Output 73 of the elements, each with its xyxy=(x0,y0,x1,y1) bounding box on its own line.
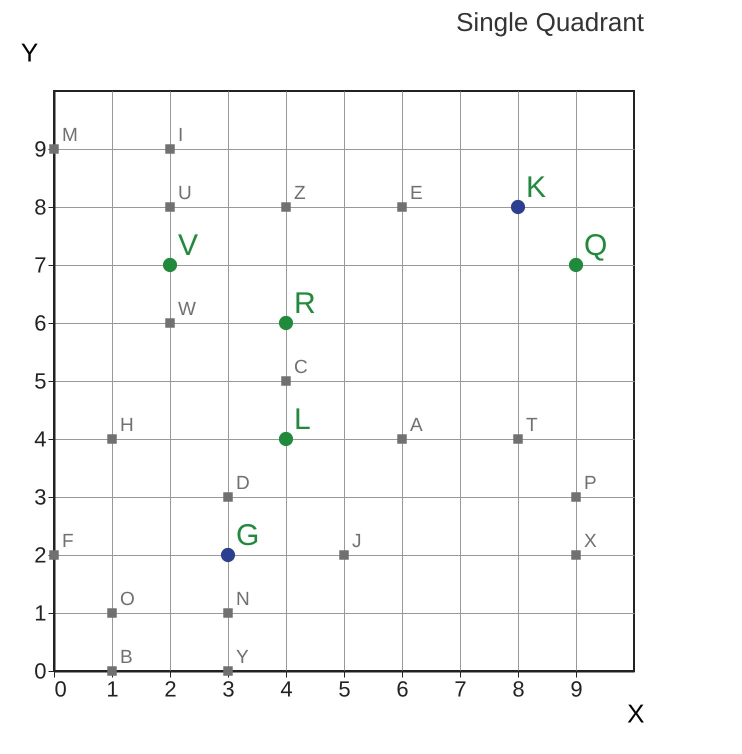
y-tick-label: 3 xyxy=(34,484,46,510)
data-label: X xyxy=(584,531,597,552)
x-axis-title: X xyxy=(627,698,644,728)
data-label: Z xyxy=(294,183,306,204)
data-label: Y xyxy=(236,647,249,668)
data-label: A xyxy=(410,415,423,436)
data-label: E xyxy=(410,183,423,204)
point xyxy=(220,548,236,562)
y-tick-label: 5 xyxy=(34,368,46,394)
y-tick-label: 9 xyxy=(34,136,46,162)
point xyxy=(162,258,178,272)
point xyxy=(278,432,294,446)
point xyxy=(223,492,233,502)
x-tick-label: 2 xyxy=(164,676,177,702)
data-label: Q xyxy=(584,229,608,262)
data-label: H xyxy=(120,415,134,436)
point xyxy=(107,666,117,676)
y-tick-label: 6 xyxy=(34,310,46,336)
point xyxy=(510,200,526,214)
x-tick-label: 1 xyxy=(106,676,119,702)
y-axis-title: Y xyxy=(20,38,38,68)
data-label: G xyxy=(236,519,260,552)
x-tick-label: 3 xyxy=(222,676,235,702)
point xyxy=(165,144,175,154)
point xyxy=(339,550,349,560)
point xyxy=(278,316,294,330)
data-label: U xyxy=(178,183,192,204)
data-label: O xyxy=(120,589,135,610)
y-tick-label: 2 xyxy=(34,542,46,568)
data-label: F xyxy=(62,531,74,552)
data-label: T xyxy=(526,415,538,436)
y-tick-label: 1 xyxy=(34,600,46,626)
point xyxy=(571,550,581,560)
point xyxy=(107,608,117,618)
point xyxy=(513,434,523,444)
point xyxy=(223,666,233,676)
data-label: L xyxy=(294,403,311,436)
x-tick-label: 6 xyxy=(396,676,409,702)
data-label: P xyxy=(584,473,597,494)
x-tick-label: 0 xyxy=(54,676,67,702)
y-tick-label: 0 xyxy=(34,658,46,684)
point xyxy=(165,318,175,328)
point xyxy=(49,550,59,560)
y-tick-label: 7 xyxy=(34,252,46,278)
point xyxy=(397,434,407,444)
data-label: K xyxy=(526,171,546,204)
data-label: B xyxy=(120,647,133,668)
data-label: V xyxy=(178,229,198,262)
data-label: C xyxy=(294,357,308,378)
point xyxy=(107,434,117,444)
point xyxy=(568,258,584,272)
point xyxy=(223,608,233,618)
data-label: W xyxy=(178,299,196,320)
point xyxy=(49,144,59,154)
x-tick-label: 9 xyxy=(570,676,583,702)
x-tick-label: 5 xyxy=(338,676,351,702)
data-label: I xyxy=(178,125,184,146)
data-label: D xyxy=(236,473,250,494)
x-tick-label: 4 xyxy=(280,676,293,702)
point xyxy=(281,376,291,386)
data-label: N xyxy=(236,589,250,610)
point xyxy=(397,202,407,212)
data-label: R xyxy=(294,287,316,320)
y-tick-label: 8 xyxy=(34,194,46,220)
point xyxy=(571,492,581,502)
y-tick-label: 4 xyxy=(34,426,46,452)
data-label: M xyxy=(62,125,78,146)
x-tick-label: 8 xyxy=(512,676,525,702)
x-tick-label: 7 xyxy=(454,676,467,702)
data-label: J xyxy=(352,531,362,552)
point xyxy=(281,202,291,212)
point xyxy=(165,202,175,212)
chart-title: Single Quadrant xyxy=(456,7,645,37)
